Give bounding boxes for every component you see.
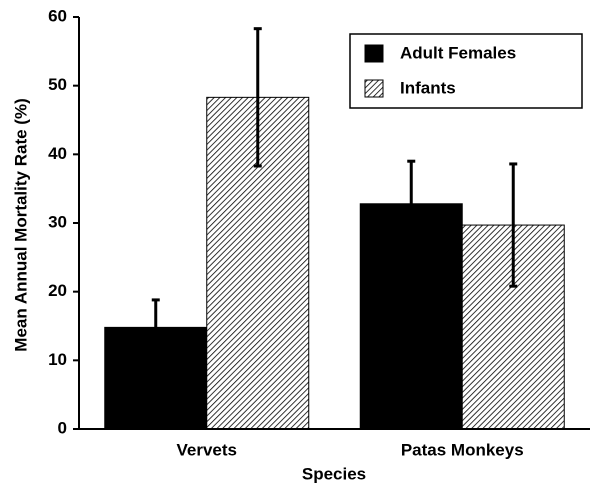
- legend-box: [349, 33, 583, 109]
- error-bar: [407, 159, 416, 248]
- legend-label: Infants: [400, 78, 456, 97]
- y-tick-label: 10: [48, 350, 67, 369]
- error-bar: [509, 162, 518, 288]
- y-tick-label: 30: [48, 212, 67, 231]
- y-tick-label: 0: [58, 418, 67, 437]
- y-tick-label: 50: [48, 75, 67, 94]
- error-bar: [151, 298, 160, 357]
- y-tick-label: 20: [48, 281, 67, 300]
- error-bar: [253, 27, 262, 168]
- x-axis-label: Species: [302, 464, 366, 483]
- legend-label: Adult Females: [400, 43, 516, 62]
- y-axis-label: Mean Annual Mortality Rate (%): [11, 98, 30, 351]
- x-tick-label: Vervets: [177, 440, 238, 459]
- legend-swatch: [364, 44, 384, 63]
- y-tick-label: 60: [48, 6, 67, 25]
- y-tick-label: 40: [48, 144, 67, 163]
- legend-swatch: [364, 79, 384, 98]
- x-tick-label: Patas Monkeys: [401, 440, 524, 459]
